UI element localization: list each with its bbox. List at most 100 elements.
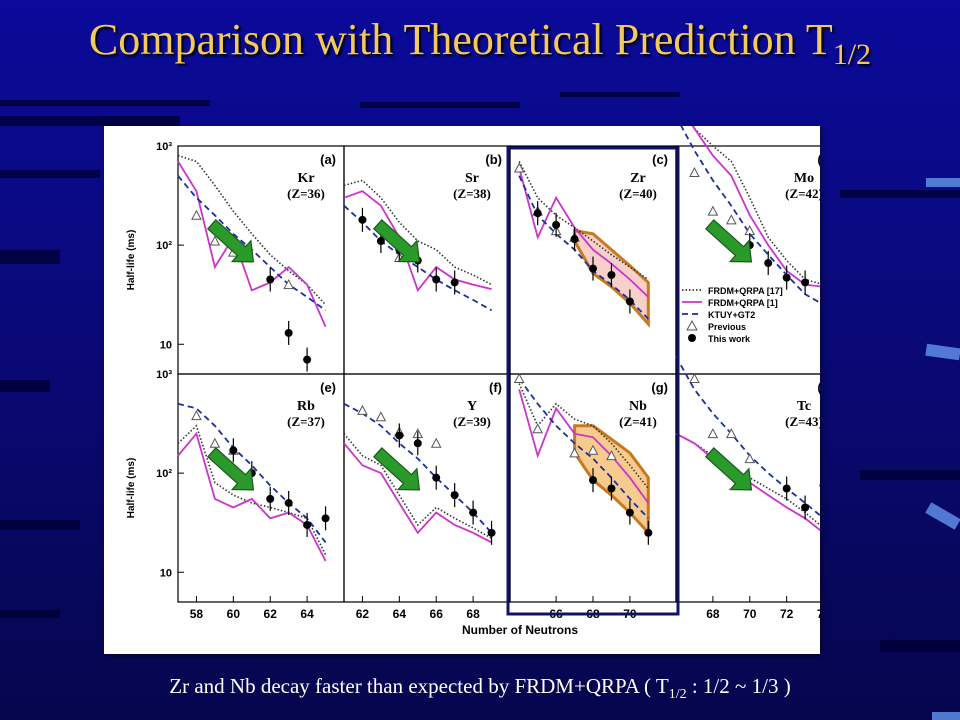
previous-point: [191, 209, 202, 220]
previous-point: [513, 162, 525, 173]
previous-point: [689, 166, 700, 178]
this-work-point: [413, 439, 422, 448]
panel-id-label: (d): [817, 152, 820, 167]
trend-arrow-shape: [372, 447, 421, 491]
y-tick-label: 10: [160, 339, 172, 351]
this-work-point: [303, 520, 312, 529]
y-axis-label: Half-life (ms): [126, 230, 137, 291]
background-stripe: [560, 92, 680, 97]
trend-arrow-shape: [704, 447, 753, 491]
element-label: Sr: [465, 171, 479, 186]
background-stripe: [360, 102, 520, 108]
this-work-point: [801, 503, 810, 512]
frdm-qrpa1-line: [177, 431, 327, 562]
frdm-qrpa1-line: [518, 167, 649, 298]
background-stripe: [925, 343, 960, 361]
this-work-point: [801, 278, 810, 287]
panel-frame: [177, 373, 345, 603]
this-work-point: [229, 446, 238, 455]
element-label: Kr: [297, 171, 314, 186]
slide-caption: Zr and Nb decay faster than expected by …: [0, 674, 960, 703]
panel-id-label: (b): [485, 152, 502, 167]
z-label: (Z=39): [453, 414, 491, 429]
legend-swatch: [688, 334, 696, 342]
background-stripe: [0, 610, 60, 618]
this-work-point: [303, 355, 312, 364]
legend-label: Previous: [708, 322, 746, 332]
y-tick-label: 10: [160, 567, 172, 579]
panel-frame: [343, 145, 511, 375]
trend-arrow-shape: [206, 447, 255, 491]
z-label: (Z=43): [785, 414, 820, 429]
this-work-point: [284, 498, 293, 507]
background-stripe: [0, 520, 80, 530]
panel-id-label: (g): [651, 380, 668, 395]
y-tick-label: 10²: [156, 468, 172, 480]
this-work-point: [284, 328, 293, 337]
frdm-qrpa17-line: [343, 433, 492, 539]
x-tick-label: 70: [743, 607, 757, 621]
slide-title: Comparison with Theoretical Prediction T…: [0, 14, 960, 72]
this-work-point: [607, 270, 616, 279]
this-work-point: [358, 215, 367, 224]
element-label: Tc: [797, 399, 811, 414]
this-work-point: [589, 476, 597, 485]
previous-point: [726, 214, 737, 225]
trend-arrow: [372, 219, 421, 263]
ktuy-gt2-line: [343, 403, 493, 534]
panel-id-label: (h): [817, 380, 820, 395]
frdm-qrpa17-line: [518, 383, 649, 489]
z-label: (Z=41): [619, 414, 657, 429]
previous-point: [689, 372, 700, 384]
previous-point: [430, 437, 442, 448]
previous-point: [744, 453, 756, 464]
previous-point: [191, 410, 202, 421]
this-work-point: [625, 508, 634, 517]
previous-point: [283, 279, 294, 290]
this-work-point: [570, 235, 579, 244]
frdm-qrpa1-line: [518, 389, 650, 504]
this-work-point: [266, 275, 275, 284]
previous-point: [587, 444, 599, 455]
z-label: (Z=36): [287, 186, 325, 201]
this-work-point: [266, 494, 275, 503]
this-work-point: [321, 514, 330, 523]
previous-point: [532, 423, 543, 434]
this-work-point: [376, 237, 385, 246]
z-label: (Z=37): [287, 414, 325, 429]
ktuy-gt2-line: [343, 205, 493, 312]
legend-label: KTUY+GT2: [708, 310, 755, 320]
background-stripe: [840, 190, 960, 198]
element-label: Rb: [297, 399, 315, 414]
this-work-point: [450, 491, 459, 500]
panel-frame: [177, 145, 345, 375]
element-label: Zr: [630, 171, 646, 186]
slide-title-subscript: 1/2: [832, 37, 872, 71]
this-work-point: [625, 297, 634, 306]
trend-arrow-shape: [704, 219, 753, 263]
background-stripe: [0, 250, 60, 264]
previous-point: [606, 450, 617, 461]
previous-point: [209, 437, 221, 448]
previous-point: [726, 428, 737, 439]
this-work-point: [607, 484, 616, 493]
trend-arrow: [206, 447, 255, 491]
this-work-point: [782, 273, 791, 282]
trend-arrow: [704, 447, 753, 491]
previous-point: [707, 428, 719, 439]
previous-point: [357, 404, 368, 415]
element-label: Nb: [629, 399, 647, 414]
trend-arrow-shape: [372, 219, 421, 263]
panel-frame: [675, 373, 820, 603]
trend-arrow: [704, 219, 753, 263]
ktuy-gt2-line: [518, 175, 649, 320]
this-work-point: [782, 484, 791, 493]
y-axis-label: Half-life (ms): [126, 458, 137, 519]
this-work-point: [469, 508, 478, 517]
panel-id-label: (c): [652, 152, 668, 167]
y-tick-label: 10³: [156, 141, 172, 153]
this-work-point: [432, 473, 441, 482]
caption-text-end: : 1/2 ~ 1/3 ): [686, 674, 791, 698]
this-work-point: [552, 220, 561, 229]
